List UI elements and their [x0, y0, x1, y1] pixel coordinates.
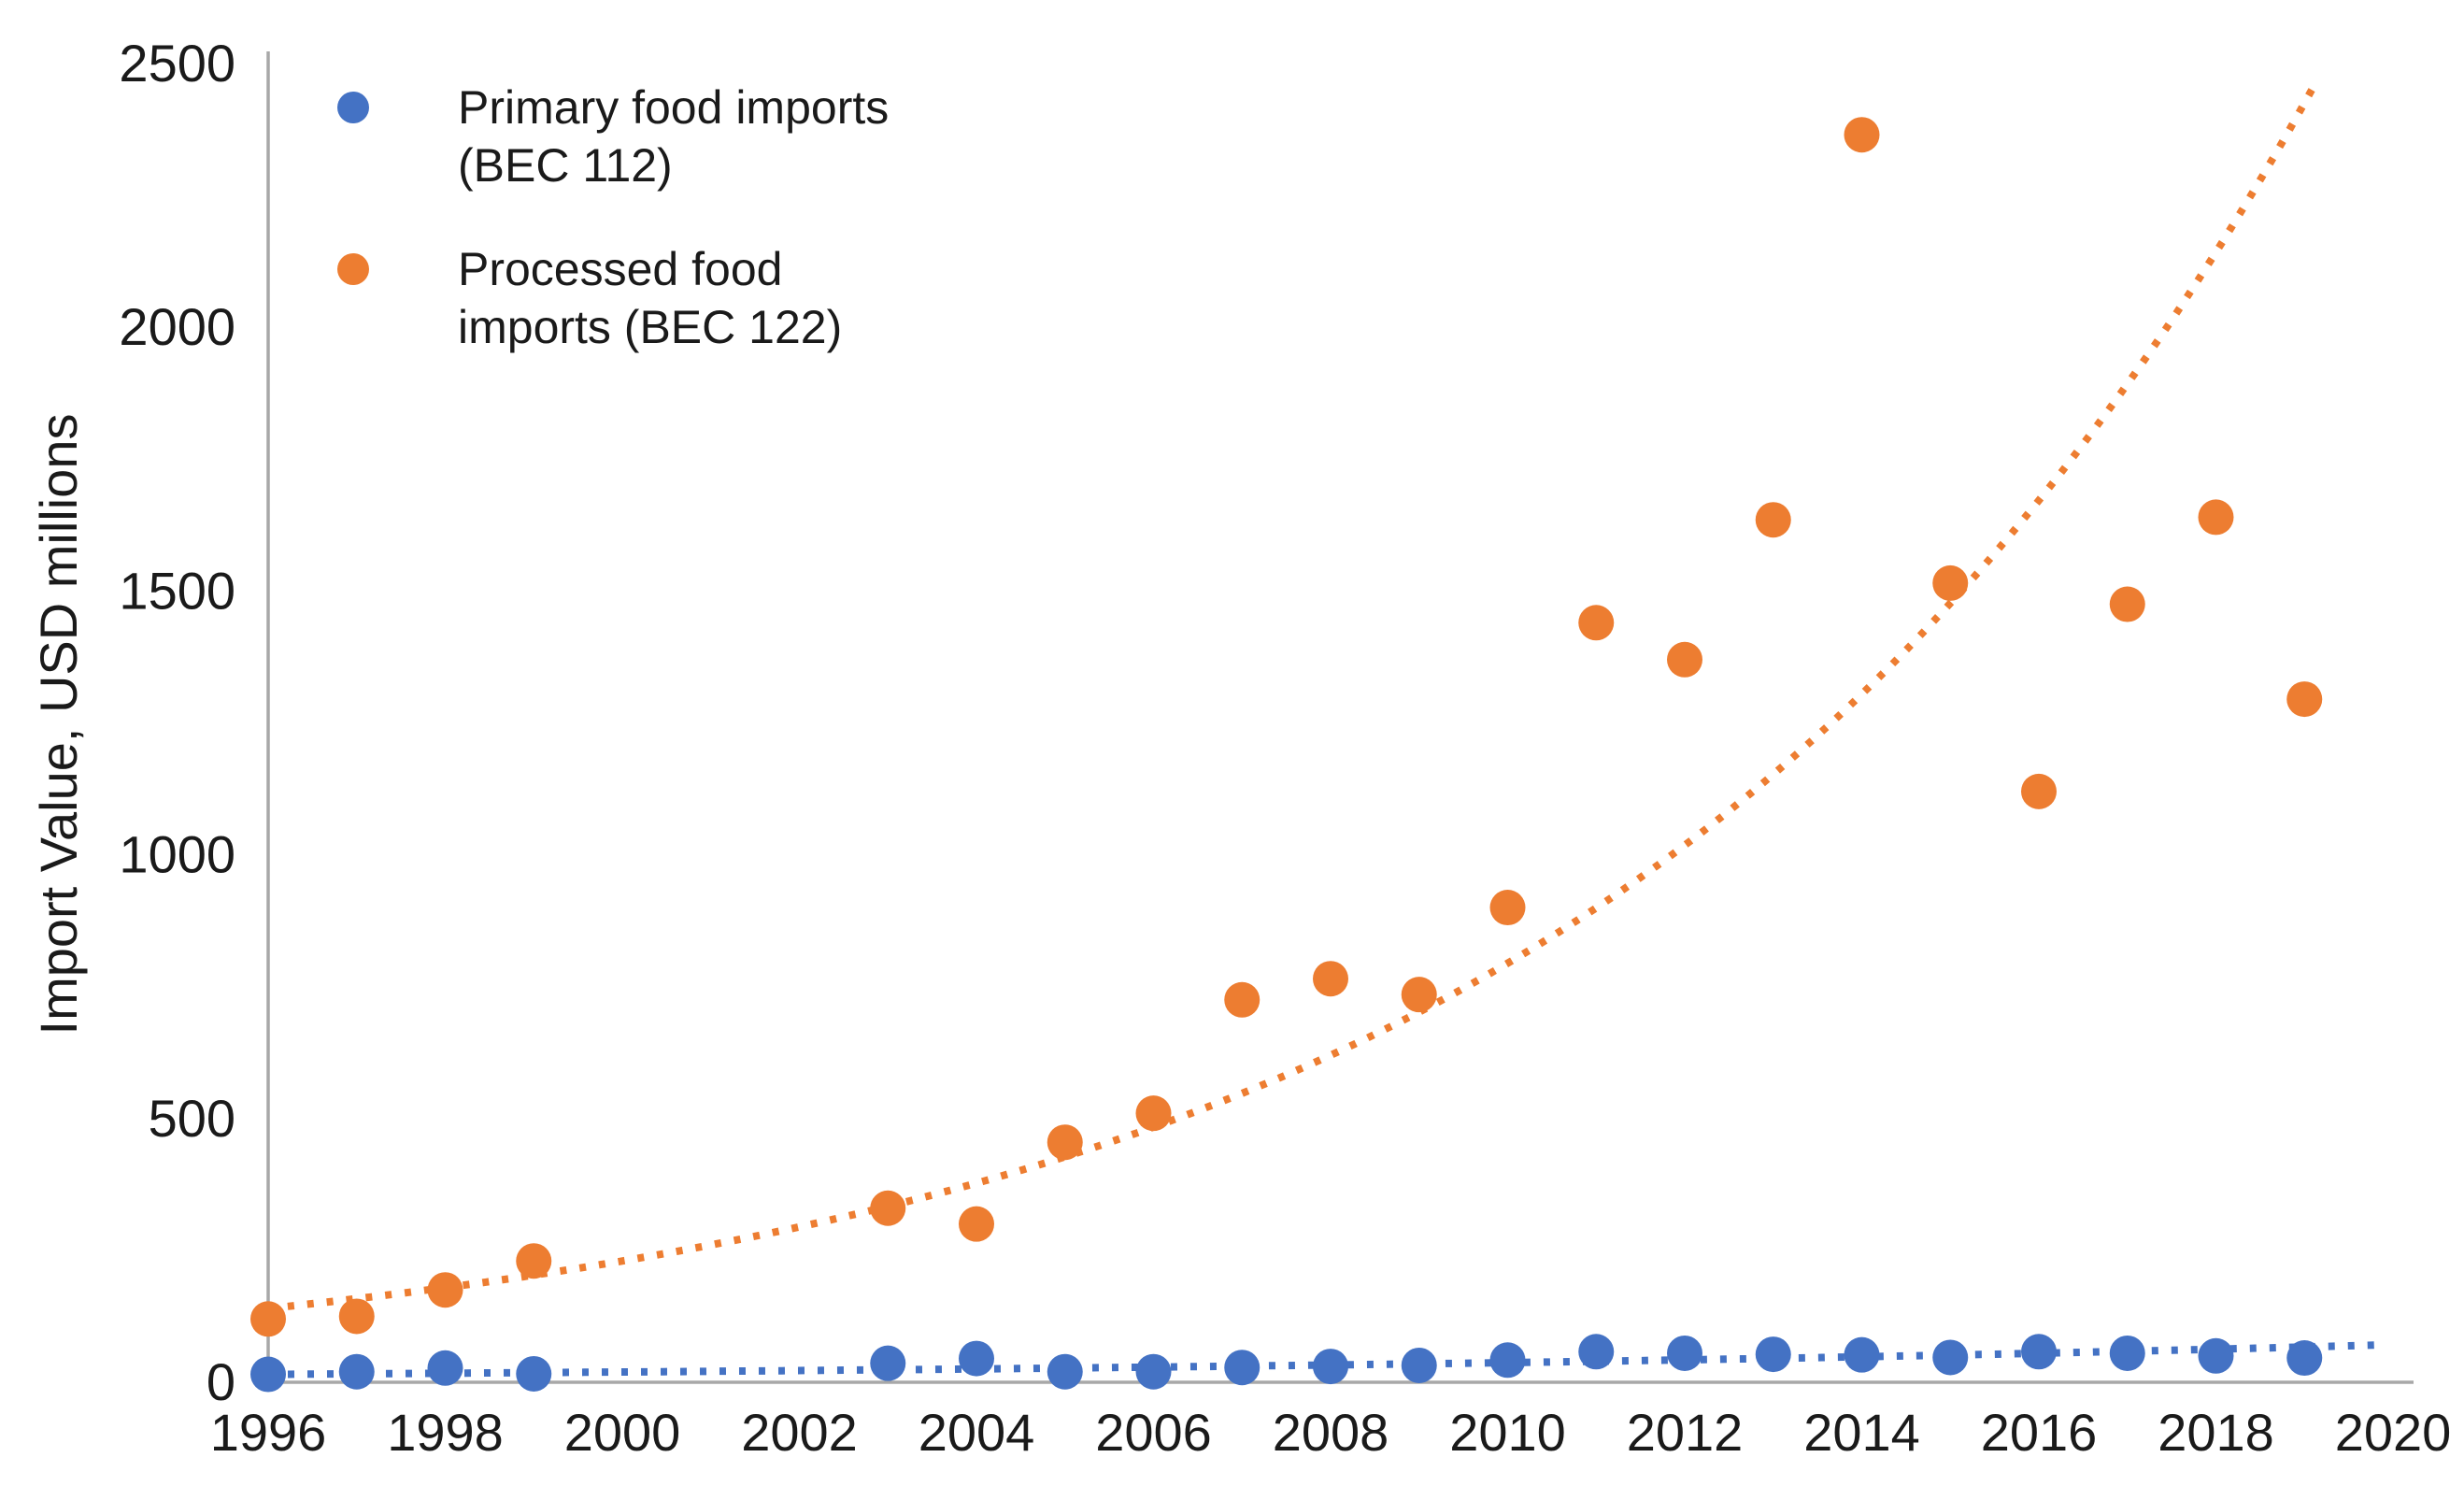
data-point-processed [870, 1190, 906, 1226]
data-point-processed [2021, 773, 2057, 809]
data-point-processed [338, 1298, 375, 1335]
data-point-processed [1135, 1095, 1172, 1132]
x-tick-label: 2020 [2335, 1403, 2452, 1462]
x-tick-label: 1998 [387, 1403, 504, 1462]
data-point-primary [427, 1350, 463, 1386]
data-point-primary [1047, 1353, 1083, 1390]
data-point-processed [2286, 681, 2323, 718]
x-tick-label: 2010 [1449, 1403, 1566, 1462]
data-point-processed [516, 1243, 552, 1279]
y-tick-label: 0 [207, 1352, 235, 1411]
y-tick-label: 1500 [119, 561, 235, 620]
x-tick-label: 2018 [2158, 1403, 2274, 1462]
x-tick-label: 2004 [919, 1403, 1035, 1462]
data-point-processed [1401, 977, 1437, 1013]
data-point-primary [1135, 1353, 1172, 1390]
data-point-primary [959, 1340, 994, 1377]
data-point-primary [1578, 1334, 1615, 1370]
data-point-primary [1932, 1339, 1969, 1376]
x-tick-label: 2002 [741, 1403, 858, 1462]
data-point-primary [250, 1356, 286, 1393]
data-point-processed [1932, 564, 1969, 601]
y-tick-label: 500 [149, 1089, 235, 1148]
y-tick-label: 2000 [119, 297, 235, 356]
trendline-processed [267, 85, 2317, 1312]
data-point-processed [1313, 961, 1348, 997]
data-point-primary [2286, 1340, 2323, 1377]
data-point-primary [338, 1353, 375, 1390]
data-point-processed [1667, 641, 1702, 678]
x-tick-label: 2006 [1095, 1403, 1212, 1462]
x-tick-label: 2014 [1803, 1403, 1920, 1462]
data-point-processed [1224, 981, 1260, 1018]
data-point-processed [1489, 890, 1526, 926]
data-point-processed [250, 1301, 286, 1337]
x-tick-label: 2008 [1273, 1403, 1389, 1462]
data-point-primary [1401, 1347, 1437, 1383]
data-point-primary [1489, 1342, 1526, 1379]
data-point-processed [1047, 1124, 1083, 1161]
x-tick-label: 1996 [210, 1403, 327, 1462]
data-point-primary [2198, 1337, 2234, 1374]
y-axis-title: Import Value, USD millions [29, 414, 88, 1036]
x-tick-label: 2016 [1981, 1403, 2098, 1462]
data-point-primary [1667, 1335, 1702, 1371]
data-point-primary [1313, 1349, 1348, 1385]
data-point-primary [2109, 1335, 2145, 1371]
x-tick-label: 2012 [1627, 1403, 1744, 1462]
data-point-processed [1755, 502, 1791, 538]
data-point-primary [870, 1345, 906, 1381]
data-point-processed [427, 1272, 463, 1308]
data-point-processed [1578, 605, 1615, 641]
data-point-primary [1755, 1336, 1791, 1373]
y-tick-label: 1000 [119, 825, 235, 884]
data-point-processed [959, 1206, 994, 1242]
data-point-processed [2198, 499, 2234, 536]
data-point-primary [1224, 1350, 1260, 1386]
data-point-primary [516, 1355, 552, 1392]
y-tick-label: 2500 [119, 34, 235, 93]
data-point-primary [1844, 1336, 1880, 1373]
x-tick-label: 2000 [564, 1403, 681, 1462]
data-point-processed [2109, 586, 2145, 622]
data-point-processed [1844, 117, 1880, 153]
data-point-primary [2021, 1334, 2057, 1370]
